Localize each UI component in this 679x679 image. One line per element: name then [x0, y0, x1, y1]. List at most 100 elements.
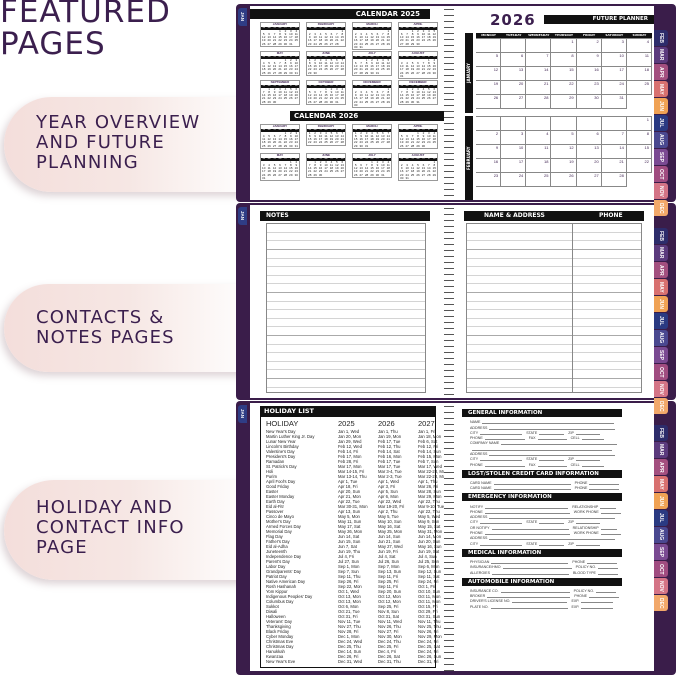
contacts-lines[interactable]: [466, 223, 642, 393]
day-cell[interactable]: 2: [476, 131, 502, 145]
day-cell[interactable]: 2: [576, 39, 602, 53]
tab-dec[interactable]: DEC: [654, 398, 668, 414]
day-cell[interactable]: 6: [501, 53, 527, 67]
day-cell[interactable]: 12: [551, 145, 577, 159]
day-cell[interactable]: 23: [576, 81, 602, 95]
field-line[interactable]: [512, 599, 568, 604]
field-line[interactable]: [596, 589, 617, 593]
form-field[interactable]: PHONE: [574, 594, 619, 599]
form-field[interactable]: STATE: [526, 542, 565, 546]
day-cell[interactable]: 1: [626, 117, 652, 131]
day-cell[interactable]: 24: [601, 81, 627, 95]
field-line[interactable]: [600, 510, 621, 514]
tab-oct[interactable]: OCT: [654, 166, 668, 182]
tab-dec[interactable]: DEC: [654, 200, 668, 216]
day-cell[interactable]: 21: [526, 81, 552, 95]
form-field[interactable]: ZIP: [568, 542, 600, 546]
form-field[interactable]: RELATIONSHIP: [573, 526, 617, 530]
form-field[interactable]: OR NOTIFY: [470, 526, 569, 530]
field-line[interactable]: [575, 520, 600, 525]
form-field[interactable]: FAX: [529, 463, 567, 467]
form-field[interactable]: ZIP: [568, 520, 600, 525]
field-line[interactable]: [484, 436, 525, 441]
field-line[interactable]: [485, 505, 569, 509]
field-line[interactable]: [472, 447, 612, 451]
day-cell[interactable]: 15: [551, 67, 577, 81]
form-field[interactable]: [470, 447, 612, 451]
tab-jun[interactable]: JUN: [654, 493, 668, 509]
field-line[interactable]: [575, 457, 600, 462]
field-line[interactable]: [502, 565, 572, 570]
field-line[interactable]: [588, 594, 619, 599]
field-line[interactable]: [480, 542, 523, 546]
form-field[interactable]: CELL: [571, 436, 604, 441]
form-field[interactable]: PHONE: [575, 481, 620, 485]
day-cell[interactable]: 23: [476, 173, 502, 187]
form-field[interactable]: ALLERGIES: [470, 571, 569, 575]
day-cell[interactable]: 24: [501, 173, 527, 187]
day-cell[interactable]: 20: [576, 159, 602, 173]
tab-sep[interactable]: SEP: [654, 149, 668, 165]
day-cell[interactable]: 5: [476, 53, 502, 67]
day-cell[interactable]: 4: [526, 131, 552, 145]
form-field[interactable]: CARD NAME: [470, 486, 571, 491]
field-line[interactable]: [581, 599, 614, 604]
day-cell[interactable]: 1: [551, 39, 577, 53]
day-cell[interactable]: 16: [476, 159, 502, 173]
day-cell[interactable]: 7: [601, 131, 627, 145]
tab-apr[interactable]: APR: [654, 64, 668, 80]
form-field[interactable]: CITY: [470, 431, 523, 435]
tab-feb[interactable]: FEB: [654, 30, 668, 46]
form-field[interactable]: PHYSICIAN: [470, 560, 569, 564]
field-line[interactable]: [489, 515, 616, 520]
field-line[interactable]: [589, 481, 620, 485]
tab-jul[interactable]: JUL: [654, 313, 668, 329]
field-line[interactable]: [491, 560, 569, 564]
day-cell[interactable]: 19: [551, 159, 577, 173]
tab-sep[interactable]: SEP: [654, 544, 668, 560]
tab-may[interactable]: MAY: [654, 476, 668, 492]
day-cell[interactable]: 4: [626, 39, 652, 53]
day-cell[interactable]: 25: [526, 173, 552, 187]
tab-feb[interactable]: FEB: [654, 228, 668, 244]
form-field[interactable]: PHONE: [470, 510, 570, 514]
form-field[interactable]: ZIP: [568, 431, 600, 435]
day-cell[interactable]: 26: [551, 173, 577, 187]
form-field[interactable]: STATE: [526, 520, 565, 525]
form-field[interactable]: POLICY NO.: [576, 565, 619, 570]
day-cell[interactable]: 11: [626, 53, 652, 67]
tab-aug[interactable]: AUG: [654, 330, 668, 346]
field-line[interactable]: [489, 536, 616, 541]
field-line[interactable]: [537, 436, 567, 441]
field-line[interactable]: [489, 452, 616, 457]
day-cell[interactable]: 15: [626, 145, 652, 159]
tab-nov[interactable]: NOV: [654, 578, 668, 594]
day-cell[interactable]: 25: [626, 81, 652, 95]
form-field[interactable]: ADDRESS: [470, 515, 616, 520]
field-line[interactable]: [484, 463, 525, 467]
field-line[interactable]: [537, 463, 567, 467]
field-line[interactable]: [484, 510, 570, 514]
notes-lines[interactable]: [266, 223, 426, 393]
form-field[interactable]: ZIP: [568, 457, 600, 462]
form-field[interactable]: DRIVER'S LICENSE NO.: [470, 599, 568, 604]
field-line[interactable]: [581, 436, 604, 441]
tab-nov[interactable]: NOV: [654, 381, 668, 397]
form-field[interactable]: NAME: [470, 420, 615, 425]
form-field[interactable]: INSURANCE CO.: [470, 589, 570, 593]
day-cell[interactable]: 9: [476, 145, 502, 159]
tab-mar[interactable]: MAR: [654, 245, 668, 261]
day-cell[interactable]: 27: [576, 173, 602, 187]
day-cell[interactable]: 13: [576, 145, 602, 159]
day-cell[interactable]: 7: [526, 53, 552, 67]
field-line[interactable]: [539, 457, 565, 462]
field-line[interactable]: [487, 594, 571, 599]
day-cell[interactable]: 18: [626, 67, 652, 81]
field-line[interactable]: [539, 542, 565, 546]
tab-mar[interactable]: MAR: [654, 47, 668, 63]
day-cell[interactable]: 9: [576, 53, 602, 67]
form-field[interactable]: PLATE NO.: [470, 605, 568, 609]
form-field[interactable]: PHONE: [470, 463, 525, 467]
day-cell[interactable]: 30: [576, 95, 602, 109]
day-cell[interactable]: 27: [501, 95, 527, 109]
